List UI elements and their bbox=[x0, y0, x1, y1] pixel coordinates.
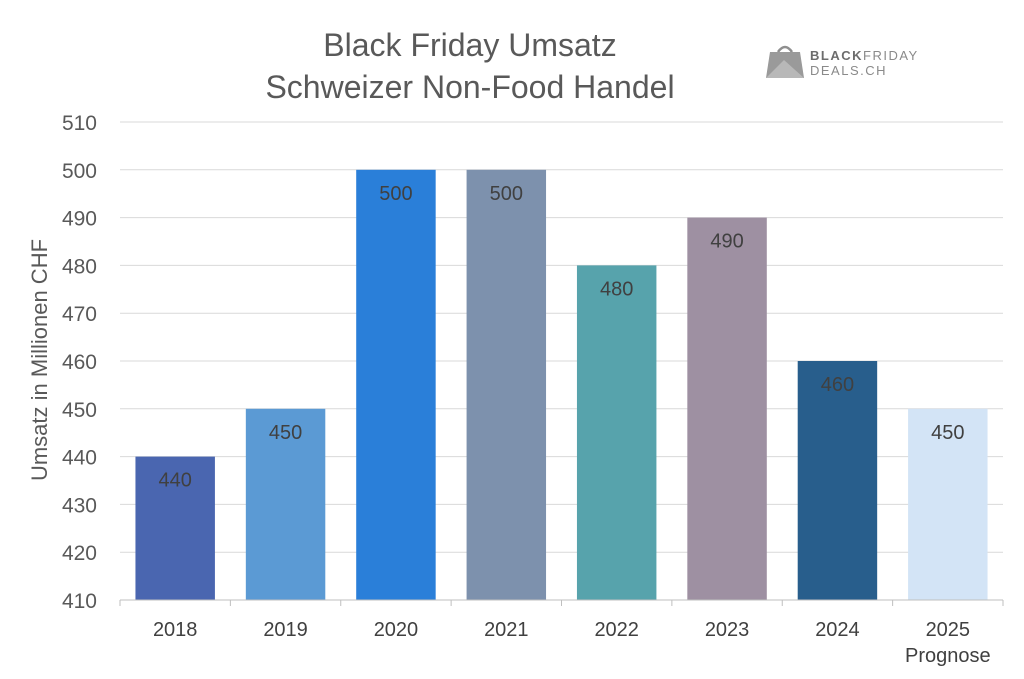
logo-text-friday: FRIDAY bbox=[863, 48, 919, 63]
x-tick-label: 2020 bbox=[374, 619, 419, 641]
y-tick-label: 470 bbox=[62, 303, 97, 326]
y-tick-label: 430 bbox=[62, 494, 97, 517]
x-tick-label: 2019 bbox=[263, 619, 308, 641]
x-tick-label: 2022 bbox=[594, 619, 639, 641]
bar bbox=[687, 217, 767, 600]
data-label: 500 bbox=[379, 183, 412, 205]
bar bbox=[908, 408, 988, 600]
bar bbox=[466, 169, 547, 601]
data-label: 440 bbox=[159, 470, 192, 492]
logo-text: BLACKFRIDAY DEALS.CH bbox=[810, 48, 919, 78]
y-tick-label: 480 bbox=[62, 255, 97, 278]
y-axis-label: Umsatz in Millionen CHF bbox=[27, 239, 52, 481]
x-tick-label: 2023 bbox=[705, 619, 750, 641]
shopping-bag-icon bbox=[766, 45, 804, 78]
y-tick-label: 490 bbox=[62, 208, 97, 231]
x-tick-label: 2018 bbox=[153, 619, 198, 641]
data-label: 450 bbox=[269, 422, 302, 444]
x-tick-label: 2025 bbox=[926, 619, 971, 641]
y-tick-label: 510 bbox=[62, 112, 97, 135]
x-tick-label: 2021 bbox=[484, 619, 529, 641]
y-tick-label: 500 bbox=[62, 160, 97, 183]
chart-title-line1: Black Friday Umsatz bbox=[323, 27, 617, 63]
y-tick-label: 460 bbox=[62, 351, 97, 374]
data-label: 460 bbox=[821, 374, 854, 396]
bar bbox=[356, 169, 436, 601]
y-tick-label: 450 bbox=[62, 399, 97, 422]
data-label: 480 bbox=[600, 278, 633, 300]
y-tick-label: 420 bbox=[62, 542, 97, 565]
data-label: 500 bbox=[490, 183, 523, 205]
x-tick-sublabel: Prognose bbox=[905, 645, 991, 667]
bar bbox=[135, 456, 215, 600]
logo-text-deals: DEALS.CH bbox=[810, 63, 888, 78]
y-tick-label: 410 bbox=[62, 590, 97, 613]
chart-title: Black Friday Umsatz Schweizer Non-Food H… bbox=[180, 24, 760, 108]
x-tick-label: 2024 bbox=[815, 619, 860, 641]
y-tick-label: 440 bbox=[62, 447, 97, 470]
logo-text-black: BLACK bbox=[810, 48, 863, 63]
bar bbox=[797, 361, 878, 600]
bar bbox=[245, 408, 326, 600]
blackfridaydeals-logo: BLACKFRIDAY DEALS.CH bbox=[764, 42, 934, 82]
chart-title-line2: Schweizer Non-Food Handel bbox=[265, 69, 675, 105]
data-label: 490 bbox=[710, 231, 743, 253]
bar bbox=[576, 265, 657, 600]
data-label: 450 bbox=[931, 422, 964, 444]
